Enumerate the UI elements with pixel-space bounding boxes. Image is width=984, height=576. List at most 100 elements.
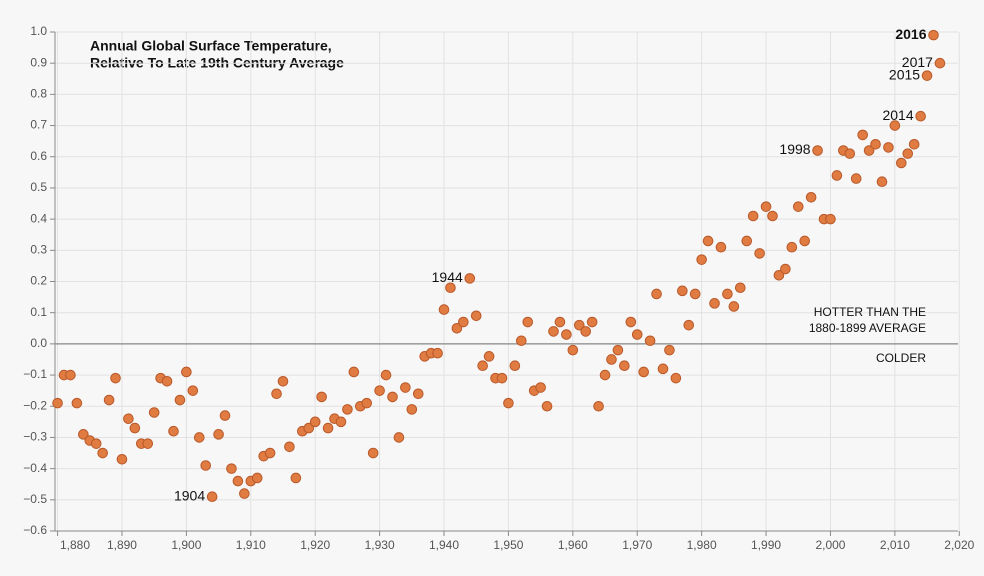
point [142, 438, 154, 449]
point [709, 298, 720, 309]
point [689, 288, 701, 300]
point [863, 145, 875, 156]
point [290, 472, 302, 484]
y-tick-label: −0.3 [23, 430, 47, 444]
point [251, 472, 263, 484]
x-tick-label: 1,900 [171, 538, 201, 552]
point [309, 416, 321, 428]
point [277, 376, 289, 387]
point [219, 410, 231, 421]
point [921, 70, 933, 81]
point [870, 138, 881, 150]
point [200, 460, 212, 471]
point [516, 335, 527, 347]
x-tick-label: 1,910 [236, 538, 266, 552]
point [644, 335, 656, 347]
point [754, 248, 765, 259]
zone-label: HOTTER THAN THE [814, 305, 926, 319]
point [792, 201, 804, 212]
point [342, 404, 353, 415]
y-tick-label: −0.2 [23, 398, 47, 412]
point [883, 142, 894, 153]
x-tick-label: 2,020 [944, 538, 974, 552]
point [148, 407, 160, 418]
point [857, 129, 868, 141]
point [522, 316, 534, 328]
point [696, 254, 707, 265]
point [78, 429, 89, 440]
y-tick-label: −0.5 [23, 492, 47, 506]
point [902, 148, 914, 159]
point [187, 385, 199, 396]
y-tick-label: 0.2 [30, 274, 47, 288]
point [683, 319, 695, 331]
point [567, 344, 579, 356]
point-label: 2015 [889, 66, 920, 82]
point [760, 201, 772, 212]
point [876, 176, 888, 187]
point [631, 329, 643, 340]
point [52, 397, 63, 409]
point [928, 29, 939, 41]
point [168, 425, 179, 437]
point [677, 285, 688, 297]
y-tick-label: 1.0 [30, 24, 47, 38]
point [335, 416, 347, 428]
point [271, 388, 282, 400]
point [393, 432, 405, 443]
point [387, 391, 398, 403]
point [284, 441, 295, 453]
point [670, 372, 682, 384]
x-tick-label: 1,990 [751, 538, 781, 552]
point [599, 369, 611, 381]
point [316, 391, 327, 403]
point [767, 210, 778, 222]
point [586, 316, 598, 328]
y-tick-label: −0.1 [23, 367, 47, 381]
point [445, 282, 456, 294]
point [464, 273, 476, 284]
y-tick-label: 0.1 [30, 305, 47, 319]
point [728, 301, 740, 312]
point [799, 235, 811, 247]
point [812, 145, 823, 156]
point [889, 120, 901, 131]
point-label: 2014 [882, 107, 913, 123]
point [470, 310, 482, 322]
y-tick-label: 0.6 [30, 149, 47, 163]
point-label: 1904 [174, 487, 205, 503]
zone-label: COLDER [876, 351, 926, 365]
point [123, 413, 134, 425]
point [103, 394, 115, 406]
point [805, 191, 817, 203]
x-tick-label: 1,970 [622, 538, 652, 552]
point [438, 304, 450, 315]
point [116, 453, 128, 465]
point [541, 400, 553, 412]
point-label: 1998 [779, 141, 810, 157]
point [380, 369, 392, 381]
point [715, 241, 727, 253]
y-tick-label: 0.4 [30, 211, 47, 225]
point [773, 269, 785, 281]
point [657, 363, 669, 375]
point [129, 422, 141, 434]
point [593, 400, 604, 412]
point [367, 447, 379, 459]
point [606, 354, 617, 365]
point [458, 316, 469, 328]
point [702, 235, 714, 247]
zone-label: 1880-1899 AVERAGE [809, 321, 926, 335]
point [400, 382, 411, 393]
point [741, 235, 753, 247]
y-tick-label: −0.4 [23, 461, 47, 475]
point [239, 488, 250, 499]
point-label: 2016 [895, 26, 926, 42]
point [193, 432, 205, 443]
point [477, 360, 488, 372]
point [612, 344, 624, 356]
y-tick-label: 0.5 [30, 180, 47, 194]
point [722, 288, 733, 300]
point [786, 241, 798, 253]
